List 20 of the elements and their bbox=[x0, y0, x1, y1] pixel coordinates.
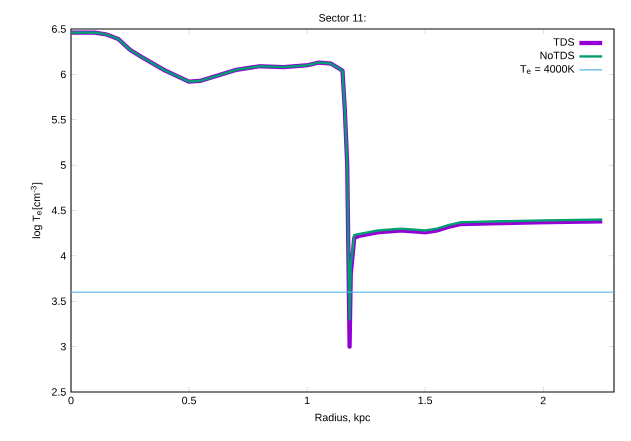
legend-label: NoTDS bbox=[540, 52, 574, 60]
x-tick-label: 0.5 bbox=[182, 396, 196, 404]
x-tick-label: 0 bbox=[68, 396, 74, 404]
chart-title: Sector 11: bbox=[319, 14, 366, 22]
legend-label: T$_{e}$ = 4000K bbox=[520, 65, 574, 74]
y-tick-label: 2.5 bbox=[52, 388, 66, 396]
x-axis-title: Radius, kpc bbox=[316, 413, 370, 424]
y-tick-label: 3 bbox=[60, 342, 66, 350]
x-tick-label: 1 bbox=[304, 396, 310, 404]
x-tick-label: 1.5 bbox=[418, 396, 432, 404]
y-tick-label: 4 bbox=[60, 252, 66, 260]
y-tick-label: 5.5 bbox=[52, 116, 66, 124]
y-tick-label: 4.5 bbox=[52, 206, 66, 214]
y-tick-label: 6 bbox=[60, 70, 66, 78]
x-tick-label: 2 bbox=[540, 396, 546, 404]
y-tick-label: 3.5 bbox=[52, 297, 66, 306]
y-tick-label: 6.5 bbox=[52, 25, 66, 33]
legend-label: TDS bbox=[554, 38, 574, 46]
y-axis-title: log T$_{e}$[cm$^{-3}$] bbox=[30, 182, 42, 238]
y-tick-label: 5 bbox=[60, 161, 66, 169]
